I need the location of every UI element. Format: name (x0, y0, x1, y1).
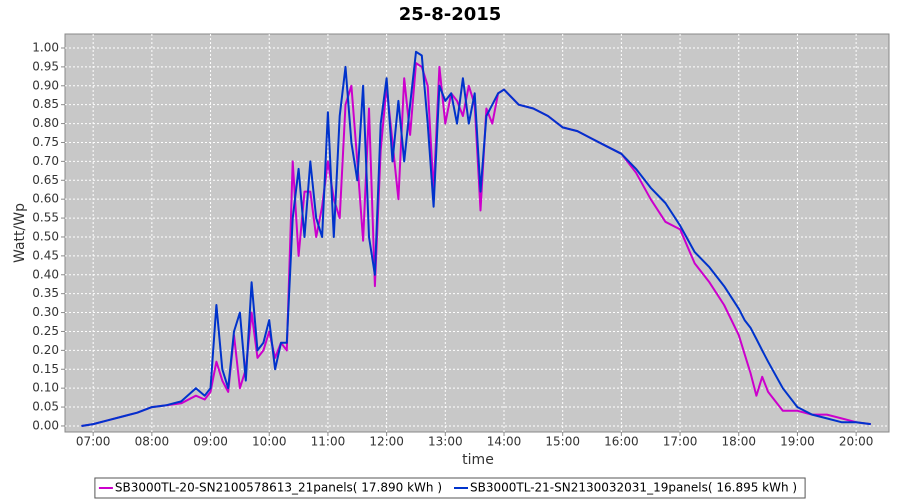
y-tick-label: 0.00 (32, 418, 59, 432)
y-tick-label: 0.40 (32, 267, 59, 281)
series-line (81, 50, 871, 427)
x-tick-label: 13:00 (428, 435, 463, 449)
x-tick-label: 18:00 (721, 435, 756, 449)
y-tick-label: 0.30 (32, 305, 59, 319)
y-tick-label: 0.95 (32, 59, 59, 73)
legend-box (94, 477, 806, 499)
y-axis-label: Watt/Wp (12, 203, 28, 263)
legend-text: SB3000TL-21-SN2130032031_19panels( 16.89… (470, 481, 797, 495)
y-tick-label: 0.50 (32, 229, 59, 243)
legend-text: SB3000TL-20-SN2100578613_21panels( 17.89… (115, 481, 442, 495)
y-tick-label: 1.00 (32, 40, 59, 54)
y-tick-label: 0.55 (32, 211, 59, 225)
y-tick-label: 0.20 (32, 343, 59, 357)
y-tick-label: 0.25 (32, 324, 59, 338)
y-tick-label: 0.75 (32, 135, 59, 149)
y-tick-label: 0.85 (32, 97, 59, 111)
x-tick-label: 14:00 (487, 435, 522, 449)
x-tick-label: 09:00 (193, 435, 228, 449)
y-tick-label: 0.35 (32, 286, 59, 300)
y-tick-label: 0.70 (32, 154, 59, 168)
y-tick-label: 0.10 (32, 381, 59, 395)
x-tick-label: 11:00 (311, 435, 346, 449)
chart-title: 25-8-2015 (399, 4, 502, 25)
x-tick-label: 12:00 (369, 435, 404, 449)
x-tick-label: 19:00 (780, 435, 815, 449)
x-tick-label: 08:00 (135, 435, 170, 449)
y-tick-label: 0.45 (32, 248, 59, 262)
y-tick-label: 0.60 (32, 192, 59, 206)
x-tick-label: 17:00 (663, 435, 698, 449)
y-tick-label: 0.80 (32, 116, 59, 130)
series-line (81, 62, 871, 427)
x-axis-label: time (462, 452, 494, 468)
x-tick-label: 15:00 (545, 435, 580, 449)
y-tick-label: 0.15 (32, 362, 59, 376)
y-tick-label: 0.90 (32, 78, 59, 92)
x-tick-label: 10:00 (252, 435, 287, 449)
y-tick-label: 0.65 (32, 173, 59, 187)
x-tick-label: 07:00 (76, 435, 111, 449)
x-tick-label: 20:00 (839, 435, 874, 449)
x-tick-label: 16:00 (604, 435, 639, 449)
plot-area (64, 33, 890, 433)
y-tick-label: 0.05 (32, 400, 59, 414)
